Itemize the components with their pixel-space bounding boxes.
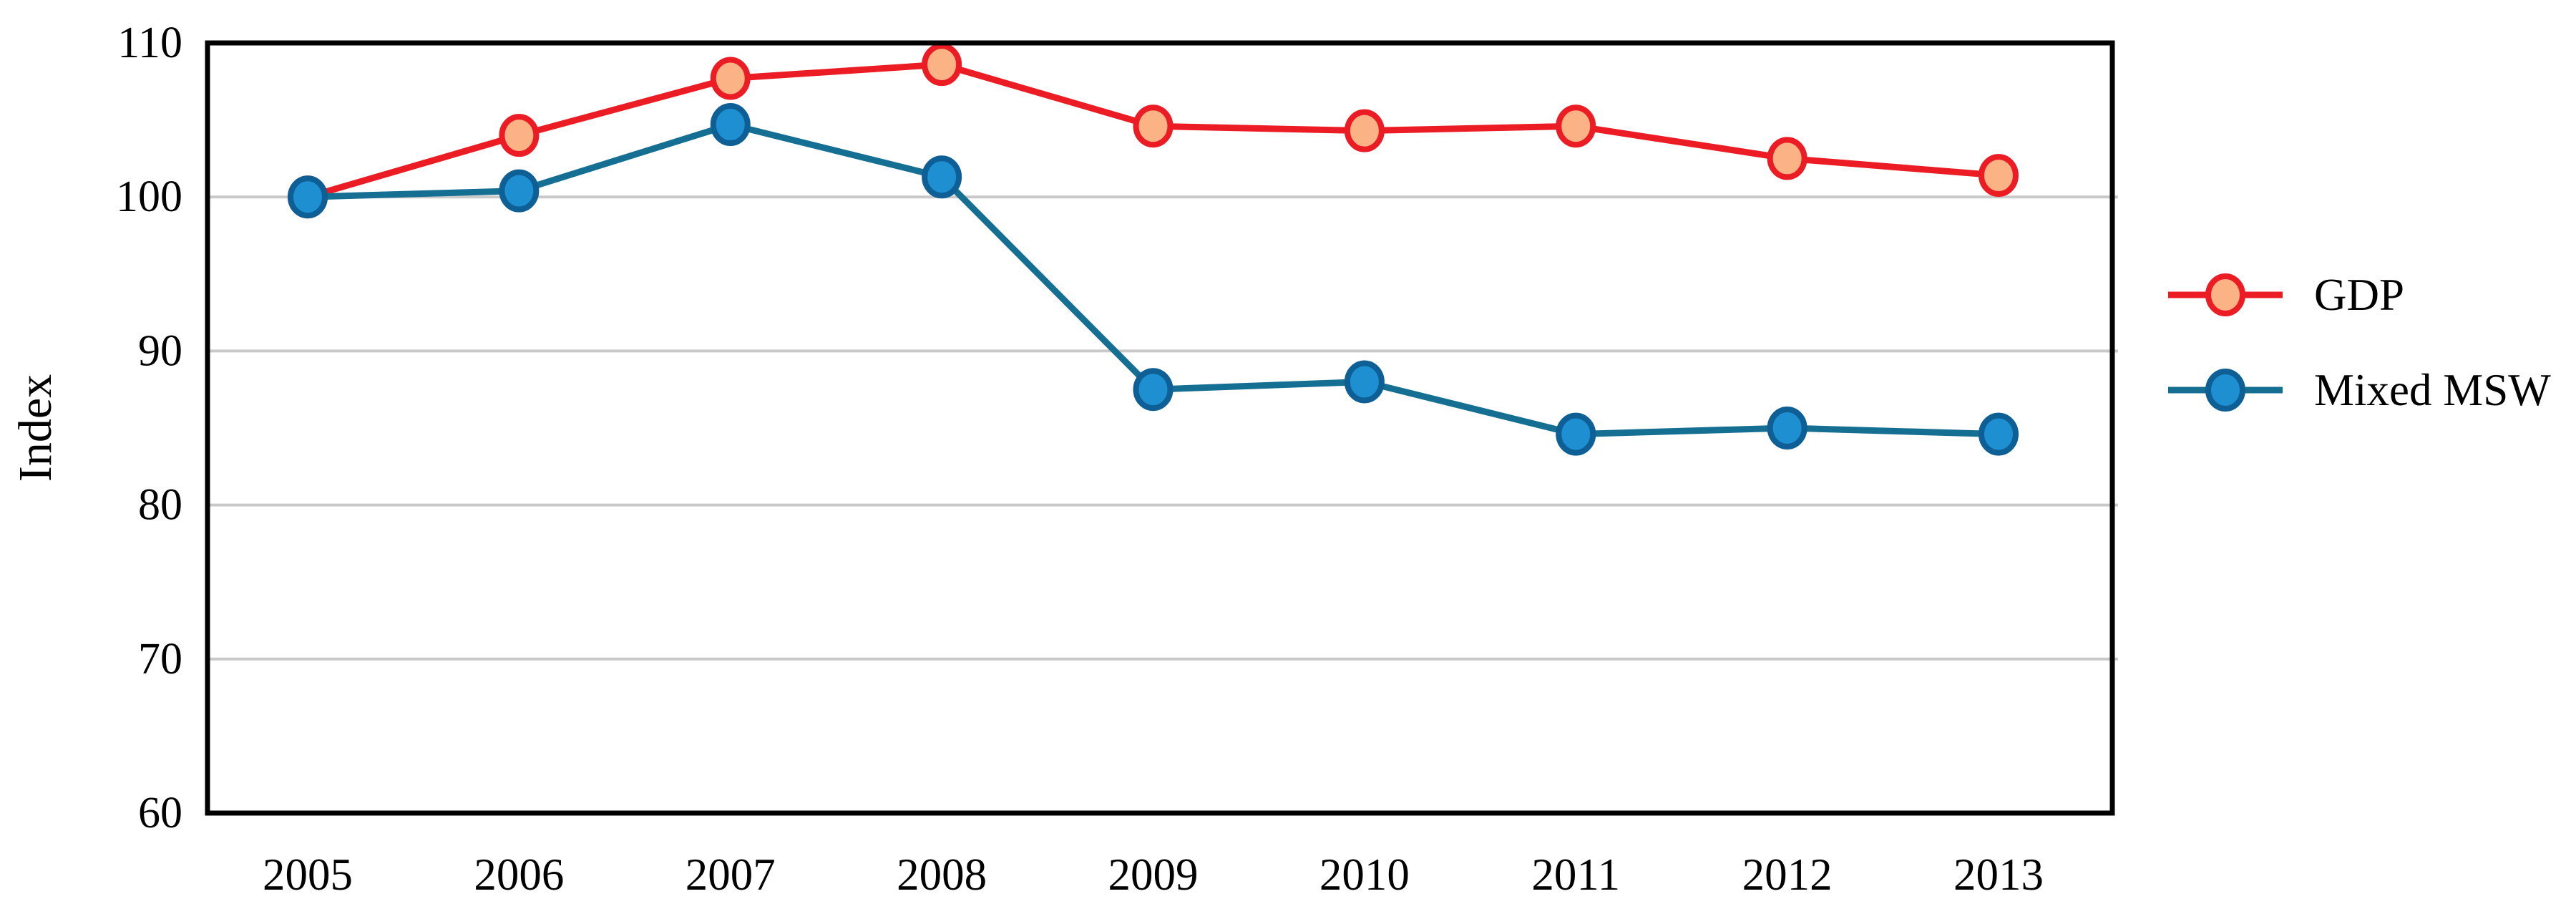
x-tick-label-2011: 2011 [1531,850,1620,900]
x-tick-labels: 2005 2006 2007 2008 2009 2010 2011 2012 2013 [263,850,2044,900]
data-point-marker [1979,154,2019,198]
legend-item-gdp: GDP [2168,266,2551,324]
data-point-marker [710,103,751,147]
x-tick-label-2009: 2009 [1108,850,1199,900]
data-point-marker [1133,104,1174,148]
legend-marker [2205,369,2245,412]
y-tick-label-100: 100 [116,172,182,221]
data-point-marker [288,175,328,219]
data-point-marker [1979,412,2019,456]
y-tick-labels: 60 70 80 90 100 110 [116,19,182,837]
y-tick-label-90: 90 [138,326,182,375]
data-point-marker [710,57,751,100]
data-point-marker [1556,104,1596,148]
plot-border [205,40,2115,816]
legend-item-mixed-msw: Mixed MSW [2168,361,2551,419]
series-mixed-msw [288,103,2019,456]
x-tick-label-2010: 2010 [1319,850,1410,900]
data-point-marker [1344,109,1385,152]
mixed-msw-line-marker-icon [2168,369,2283,412]
data-point-marker [1767,407,1807,449]
legend-label-gdp: GDP [2314,269,2405,320]
series-gdp [288,43,2019,219]
y-tick-label-110: 110 [117,19,182,67]
data-point-marker [922,43,962,87]
y-axis-title: Index [9,374,62,482]
data-point-marker [1767,137,1807,180]
chart-legend: GDP Mixed MSW [2168,266,2551,419]
data-point-marker [922,155,962,199]
y-tick-label-60: 60 [138,789,182,837]
x-tick-label-2005: 2005 [263,850,353,900]
x-tick-label-2008: 2008 [897,850,987,900]
y-tick-label-80: 80 [138,481,182,530]
x-tick-label-2006: 2006 [474,850,564,900]
data-point-marker [1556,412,1596,456]
data-point-marker [1133,368,1174,412]
y-tick-label-70: 70 [138,635,182,684]
gdp-line-marker-icon [2168,273,2283,316]
x-tick-label-2007: 2007 [686,850,776,900]
legend-marker [2205,273,2245,316]
x-tick-label-2012: 2012 [1742,850,1833,900]
data-point-marker [1344,360,1385,404]
x-tick-label-2013: 2013 [1953,850,2044,900]
data-point-marker [499,114,540,157]
data-point-marker [499,169,540,213]
legend-label-mixed-msw: Mixed MSW [2314,364,2551,415]
